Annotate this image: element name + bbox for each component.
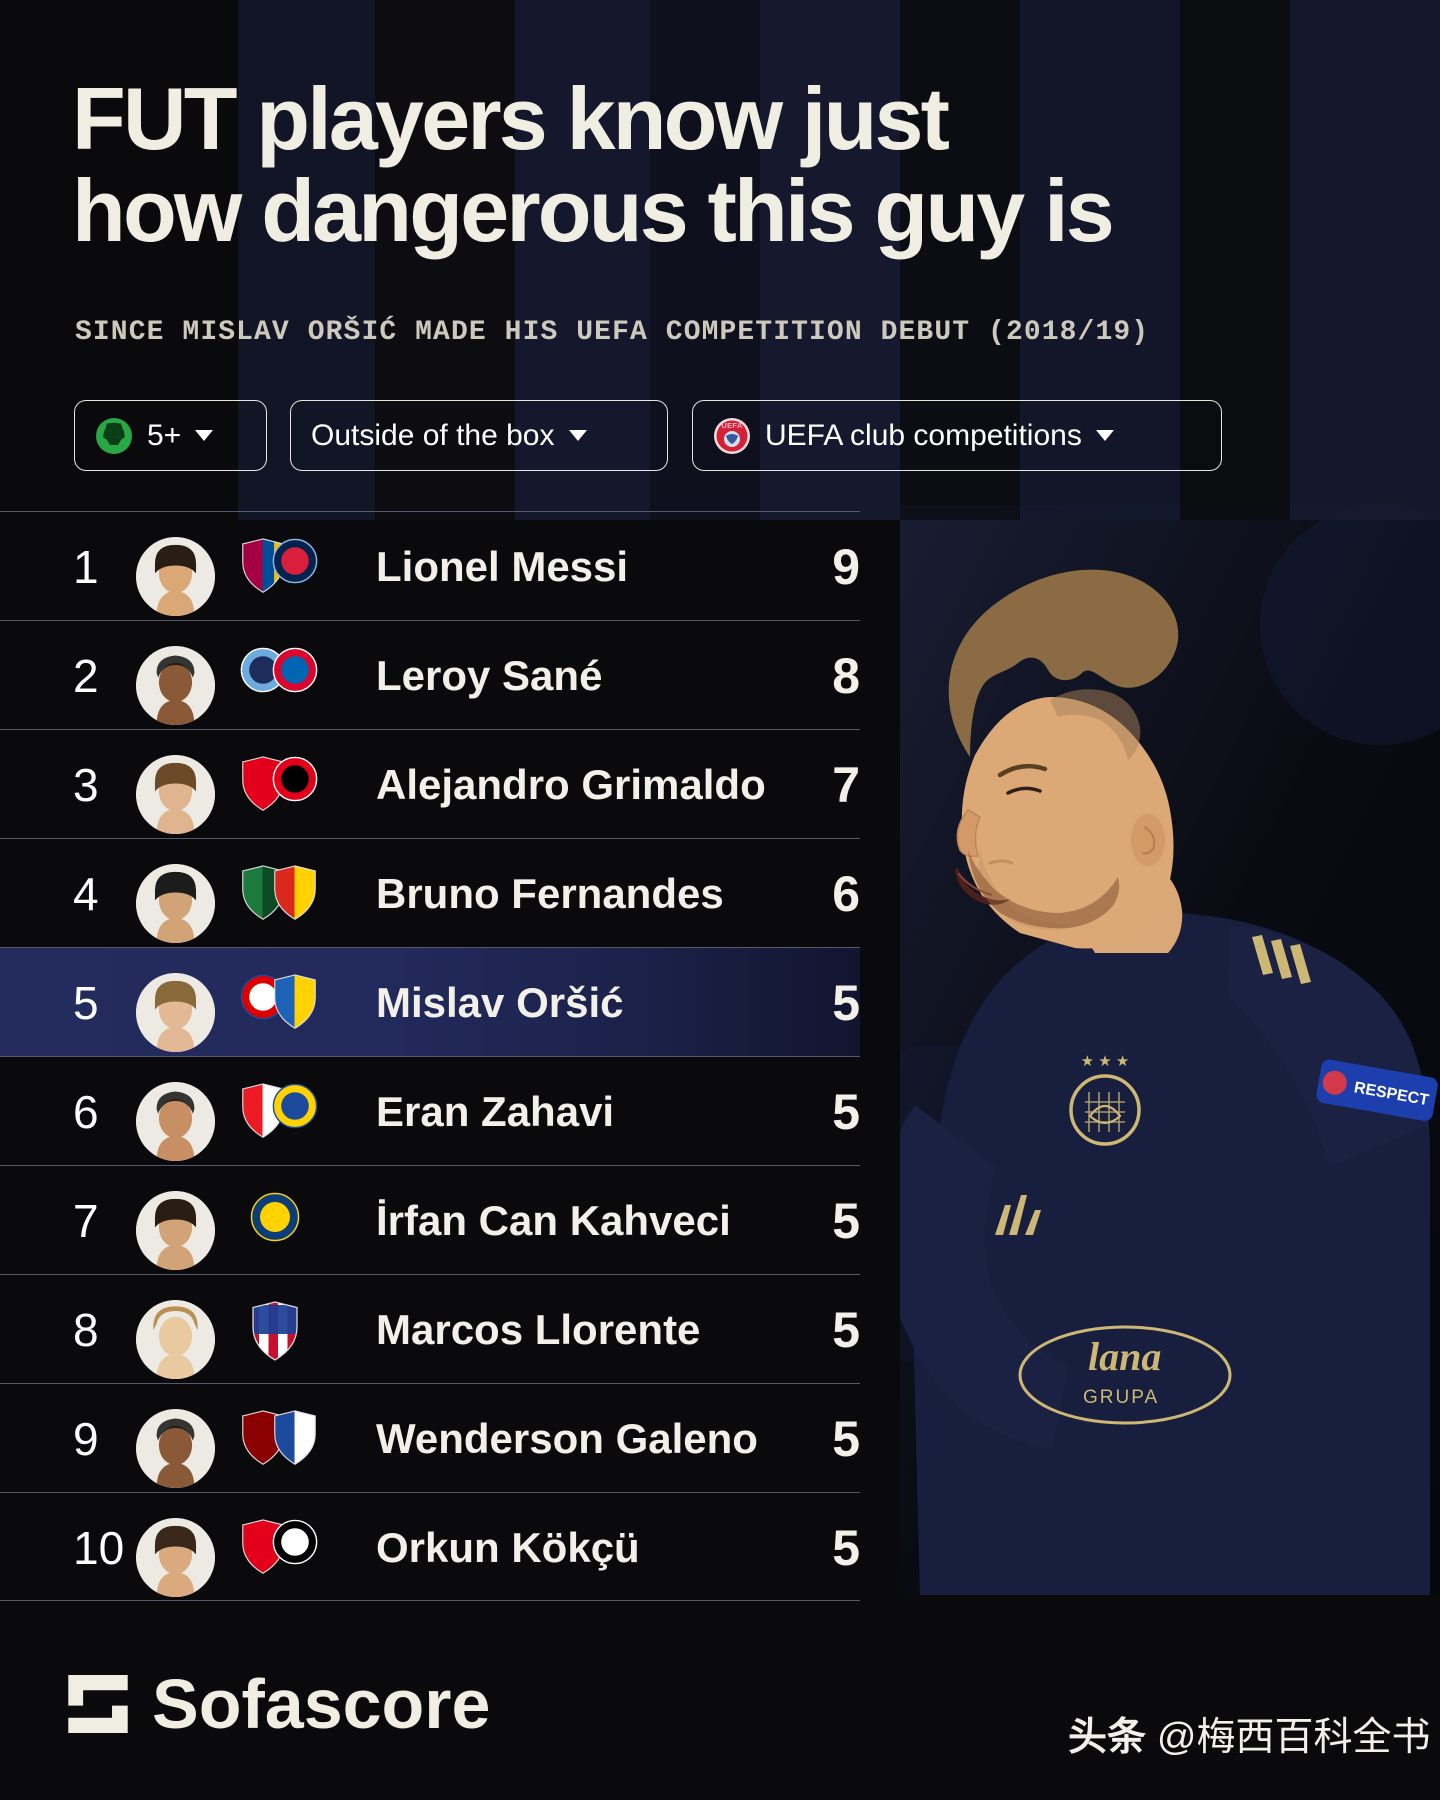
svg-text:lana: lana bbox=[1088, 1334, 1161, 1379]
svg-text:★ ★ ★: ★ ★ ★ bbox=[1081, 1053, 1130, 1070]
svg-text:UEFA: UEFA bbox=[721, 421, 742, 430]
svg-text:GRUPA: GRUPA bbox=[1083, 1387, 1159, 1408]
